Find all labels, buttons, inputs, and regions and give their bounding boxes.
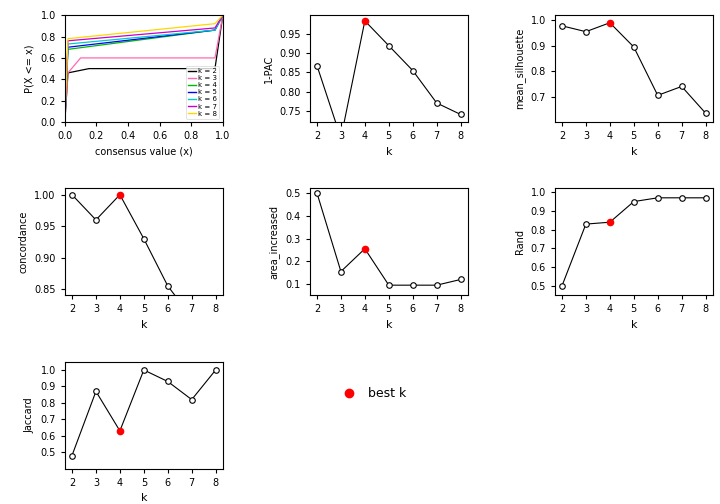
X-axis label: consensus value (x): consensus value (x) — [95, 147, 193, 157]
X-axis label: k: k — [140, 493, 147, 503]
Y-axis label: mean_silhouette: mean_silhouette — [514, 28, 525, 109]
X-axis label: k: k — [385, 147, 392, 157]
Y-axis label: area_increased: area_increased — [269, 205, 280, 279]
Y-axis label: concordance: concordance — [19, 211, 29, 273]
Legend: best k: best k — [332, 383, 411, 405]
Y-axis label: 1-PAC: 1-PAC — [264, 54, 274, 83]
X-axis label: k: k — [140, 320, 147, 330]
Y-axis label: Rand: Rand — [515, 229, 525, 255]
Legend: k = 2, k = 3, k = 4, k = 5, k = 6, k = 7, k = 8: k = 2, k = 3, k = 4, k = 5, k = 6, k = 7… — [186, 66, 220, 118]
X-axis label: k: k — [385, 320, 392, 330]
X-axis label: k: k — [631, 320, 637, 330]
Y-axis label: P(X <= x): P(X <= x) — [25, 44, 35, 93]
Y-axis label: Jaccard: Jaccard — [25, 398, 35, 433]
X-axis label: k: k — [631, 147, 637, 157]
